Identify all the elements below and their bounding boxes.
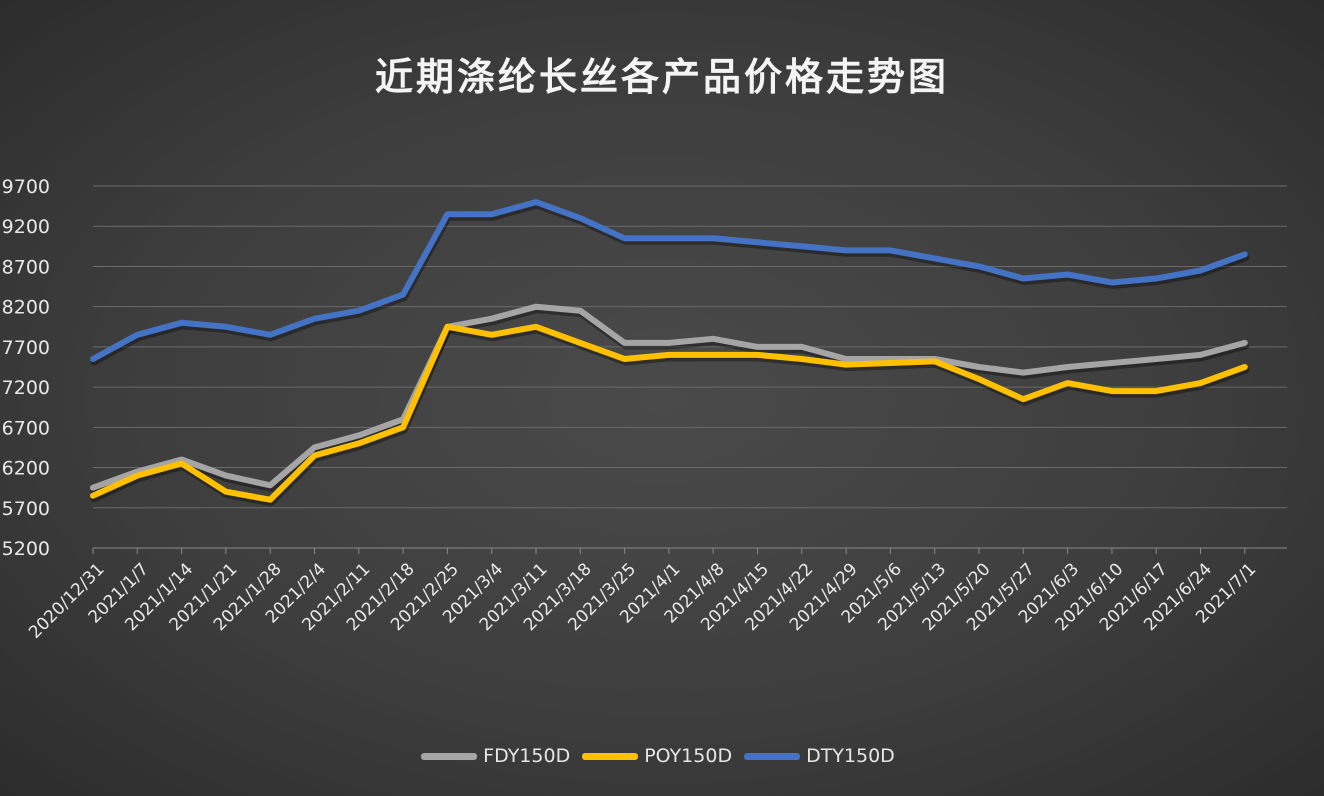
legend-item-dty150d[interactable]: DTY150D: [744, 745, 895, 767]
legend-item-fdy150d[interactable]: FDY150D: [421, 745, 570, 767]
series-lines: [90, 199, 1250, 507]
y-tick-label: 6200: [2, 458, 50, 480]
y-tick-label: 8200: [2, 297, 50, 319]
series-line-fdy150d: [90, 303, 1248, 491]
legend-label: DTY150D: [806, 745, 895, 767]
legend-label: FDY150D: [483, 745, 571, 767]
y-tick-label: 9200: [2, 216, 50, 238]
y-axis: 9700 9200 8700 8200 7700 7200 6700 6200 5700 5200: [2, 176, 50, 560]
legend: FDY150D POY150D DTY150D: [0, 745, 1324, 767]
chart-title: 近期涤纶长丝各产品价格走势图: [374, 55, 949, 99]
y-tick-label: 5700: [2, 498, 50, 520]
y-tick-label: 7700: [2, 337, 50, 359]
series-line-dty150d: [90, 199, 1248, 362]
x-axis: 2020/12/312021/1/72021/1/142021/1/212021…: [25, 547, 1287, 643]
legend-swatch-gold: [582, 752, 639, 760]
y-tick-label: 5200: [2, 538, 50, 560]
legend-item-poy150d[interactable]: POY150D: [582, 745, 732, 767]
legend-swatch-blue: [744, 752, 801, 760]
y-tick-label: 6700: [2, 417, 50, 439]
legend-label: POY150D: [644, 745, 733, 767]
series-shadow: [90, 201, 1250, 366]
y-tick-label: 9700: [2, 176, 50, 198]
y-tick-label: 7200: [2, 377, 50, 399]
y-tick-label: 8700: [2, 256, 50, 278]
series-line-poy150d: [90, 323, 1248, 503]
legend-swatch-gray: [421, 752, 478, 760]
